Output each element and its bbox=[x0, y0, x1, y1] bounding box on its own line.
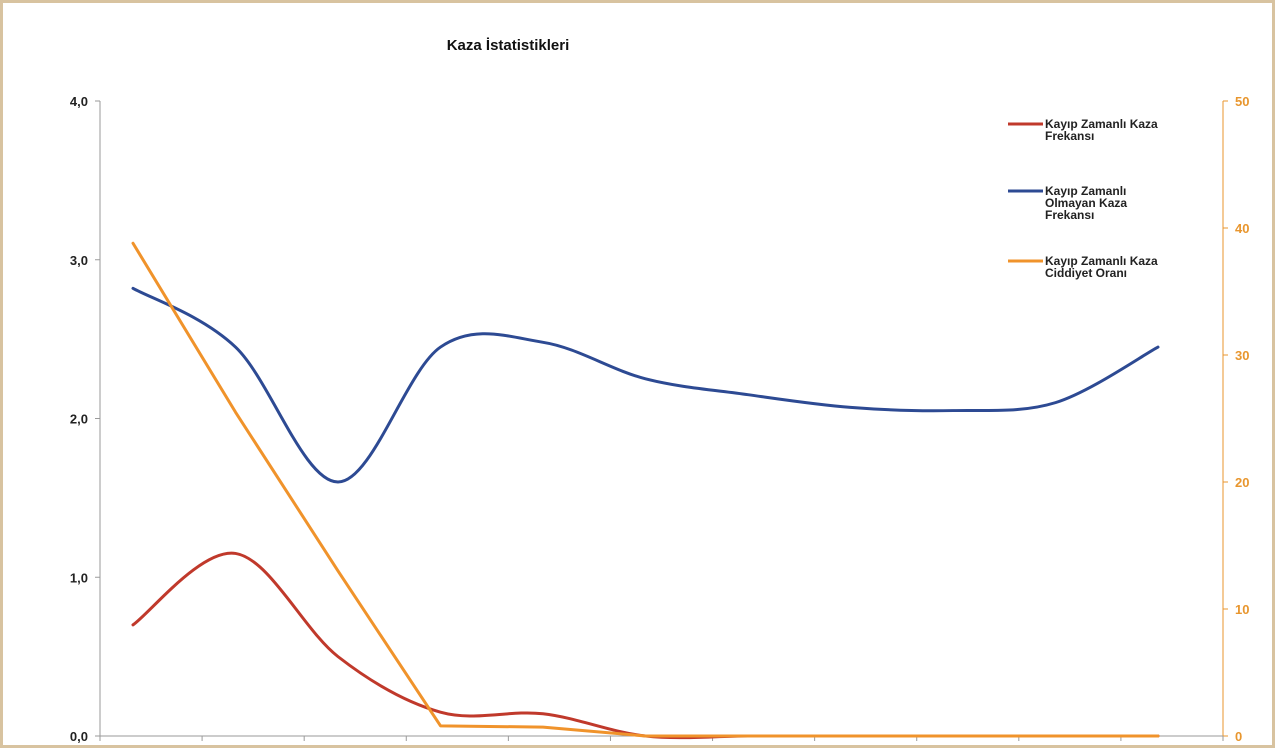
y-left-tick-label: 4,0 bbox=[70, 94, 88, 109]
chart-title: Kaza İstatistikleri bbox=[447, 37, 570, 54]
y-right-tick-label: 50 bbox=[1235, 94, 1249, 109]
legend-label-1: Kayıp Zamanlı Kaza Frekansı bbox=[1045, 117, 1158, 143]
y-right-tick-label: 0 bbox=[1235, 729, 1242, 744]
x-tick-label: 2012 bbox=[222, 743, 249, 745]
x-tick-label: 2013 bbox=[325, 743, 352, 745]
y-left-tick-label: 3,0 bbox=[70, 253, 88, 268]
legend-label-3: Kayıp Zamanlı Kaza Ciddiyet Oranı bbox=[1045, 254, 1158, 280]
y-left-tick-label: 1,0 bbox=[70, 570, 88, 585]
x-tick-label: 2014 bbox=[427, 743, 454, 745]
y-left-tick-label: 0,0 bbox=[70, 729, 88, 744]
legend-label-2: Kayıp Zamanlı Olmayan Kaza Frekansı bbox=[1045, 184, 1127, 222]
series-line-3 bbox=[131, 241, 1160, 738]
y-right-tick-label: 30 bbox=[1235, 348, 1249, 363]
y-right-tick-label: 40 bbox=[1235, 221, 1249, 236]
y-right-tick-label: 20 bbox=[1235, 475, 1249, 490]
y-right-tick-label: 10 bbox=[1235, 602, 1249, 617]
series-line-1 bbox=[131, 551, 1160, 740]
accident-statistics-chart: 0,0 1,0 2,0 3,0 4,0 0 10 20 30 40 50 2011 2012 2013 20… bbox=[70, 37, 1250, 745]
y-left-tick-label: 2,0 bbox=[70, 412, 88, 427]
x-tick-label: 2011 bbox=[120, 743, 146, 745]
series-line-2 bbox=[131, 286, 1160, 484]
